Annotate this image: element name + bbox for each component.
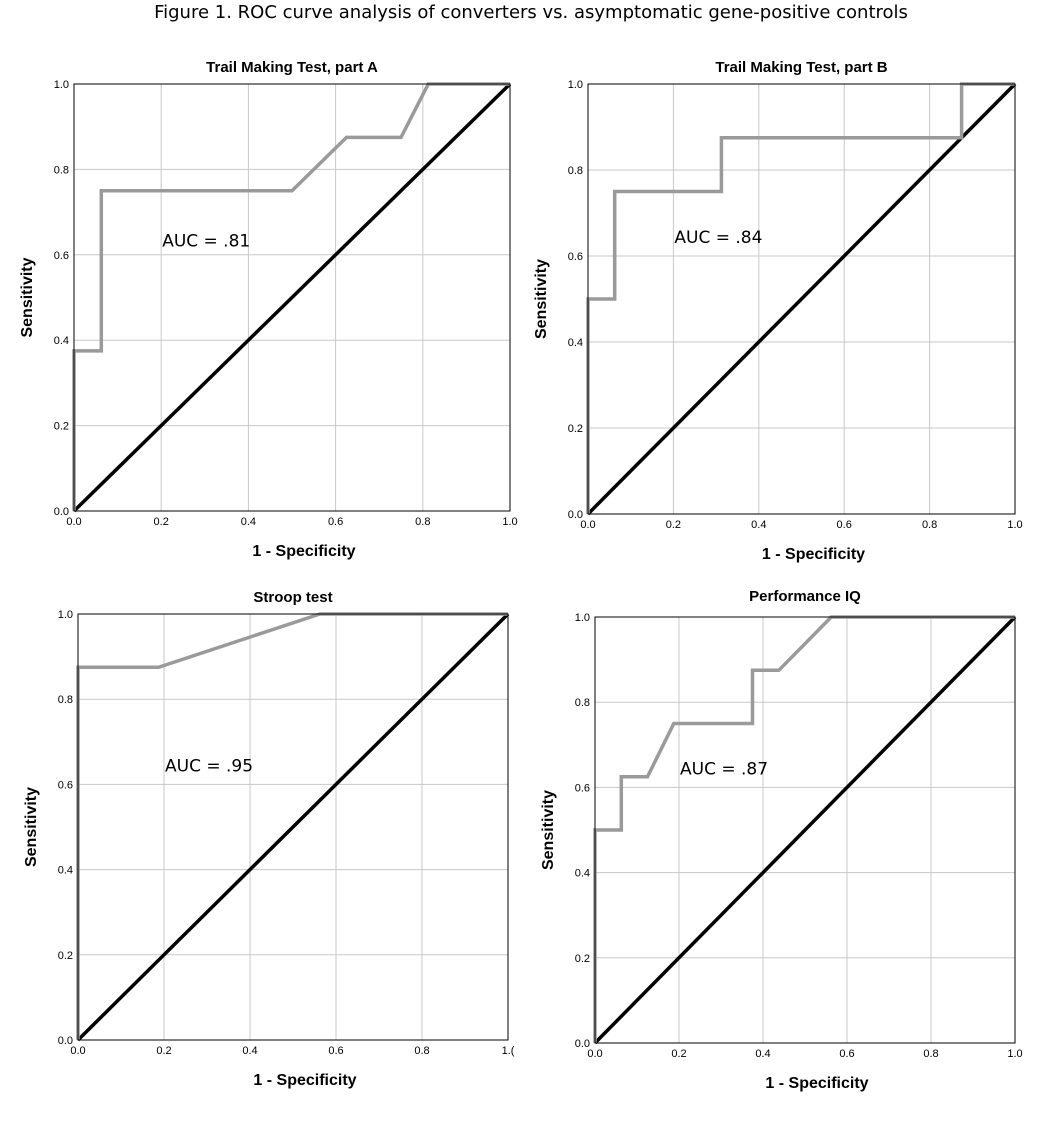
x-tick-label: 0.4 — [242, 1045, 257, 1057]
y-tick-label: 0.0 — [575, 1038, 590, 1050]
y-tick-label: 0.2 — [575, 953, 590, 965]
auc-annotation: AUC = .87 — [680, 760, 768, 780]
x-axis-label: 1 - Specificity — [252, 543, 355, 560]
x-tick-label: 0.6 — [837, 519, 852, 531]
y-axis-label: Sensitivity — [533, 259, 550, 339]
plot-frame — [594, 616, 1016, 1044]
roc-panel-tmt-b: Trail Making Test, part B 0.0 0.2 0.4 0.6 0.8… — [520, 52, 1050, 612]
auc-annotation: AUC = .84 — [674, 228, 762, 248]
plot-frame — [73, 83, 511, 512]
x-tick-label: 0.4 — [751, 519, 766, 531]
x-tick-label: 0.8 — [414, 1045, 429, 1057]
x-axis-label: 1 - Specificity — [762, 546, 865, 563]
x-tick-label: 1.0 — [1007, 519, 1022, 531]
x-axis-label: 1 - Specificity — [253, 1072, 356, 1089]
x-tick-label: 0.6 — [328, 1045, 343, 1057]
y-tick-label: 0.8 — [568, 165, 583, 177]
y-tick-label: 0.8 — [54, 164, 69, 176]
roc-curve — [593, 615, 1015, 1043]
x-tick-label: 0.8 — [923, 1048, 938, 1060]
chart-title: Performance IQ — [749, 588, 861, 605]
reference-line — [586, 82, 1017, 516]
reference-line — [593, 615, 1017, 1045]
roc-chart-tmt-a: Trail Making Test, part A 0.0 0.2 0.4 0.6 0.8… — [19, 59, 518, 560]
y-tick-label: 0.4 — [58, 865, 73, 877]
roc-curve — [586, 82, 1015, 514]
x-tick-label: 1.0 — [502, 516, 517, 528]
y-tick-label: 0.2 — [568, 423, 583, 435]
x-tick-label: 0.2 — [671, 1048, 686, 1060]
y-tick-label: 1.0 — [58, 609, 73, 621]
x-tick-label: 0.6 — [328, 516, 343, 528]
plot-frame — [77, 613, 509, 1041]
x-tick-label: 0.2 — [156, 1045, 171, 1057]
y-tick-label: 0.2 — [58, 950, 73, 962]
y-tick-label: 0.2 — [54, 421, 69, 433]
x-tick-label: 0.0 — [66, 516, 81, 528]
y-tick-label: 0.8 — [58, 694, 73, 706]
roc-chart-tmt-b: Trail Making Test, part B 0.0 0.2 0.4 0.6 0.8… — [533, 59, 1023, 563]
y-tick-label: 0.6 — [568, 251, 583, 263]
figure-title: Figure 1. ROC curve analysis of converte… — [154, 2, 908, 23]
y-tick-label: 0.6 — [575, 782, 590, 794]
y-tick-label: 1.0 — [54, 79, 69, 91]
reference-line — [72, 82, 512, 513]
x-tick-label: 0.4 — [755, 1048, 770, 1060]
x-tick-label: 0.0 — [70, 1045, 85, 1057]
y-tick-label: 1.0 — [568, 79, 583, 91]
x-tick-label: 1.0 — [1007, 1048, 1022, 1060]
roc-panel-piq: Performance IQ 0.0 0.2 0.4 0.6 0.8 1.0 0.0 0.2 0.… — [520, 585, 1050, 1145]
y-axis-label: Sensitivity — [23, 787, 40, 867]
y-tick-label: 0.4 — [575, 868, 590, 880]
y-axis-label: Sensitivity — [19, 257, 36, 337]
auc-annotation: AUC = .95 — [165, 757, 253, 777]
x-tick-label: 0.8 — [415, 516, 430, 528]
auc-annotation: AUC = .81 — [162, 231, 250, 251]
chart-title: Stroop test — [253, 589, 332, 606]
x-axis-label: 1 - Specificity — [765, 1075, 868, 1092]
y-tick-label: 0.4 — [54, 335, 69, 347]
y-tick-label: 1.0 — [575, 612, 590, 624]
x-tick-label: 0.2 — [154, 516, 169, 528]
reference-line — [76, 612, 510, 1042]
y-tick-label: 0.6 — [58, 779, 73, 791]
roc-panel-tmt-a: Trail Making Test, part A 0.0 0.2 0.4 0.6 0.8… — [0, 52, 530, 612]
roc-panel-stroop: Stroop test 0.0 0.2 0.4 0.6 0.8 1.( 0.0 0.2 0.4 0.… — [0, 582, 530, 1142]
x-tick-label: 0.6 — [839, 1048, 854, 1060]
y-axis-label: Sensitivity — [540, 790, 557, 870]
x-tick-label: 1.( — [502, 1045, 515, 1057]
x-tick-label: 0.0 — [580, 519, 595, 531]
roc-curve — [72, 82, 510, 511]
x-tick-label: 0.8 — [922, 519, 937, 531]
x-tick-label: 0.2 — [666, 519, 681, 531]
y-tick-label: 0.6 — [54, 250, 69, 262]
roc-chart-piq: Performance IQ 0.0 0.2 0.4 0.6 0.8 1.0 0.0 0.2 0.… — [540, 588, 1023, 1092]
y-tick-label: 0.0 — [568, 509, 583, 521]
roc-chart-stroop: Stroop test 0.0 0.2 0.4 0.6 0.8 1.( 0.0 0.2 0.4 0.… — [23, 589, 515, 1089]
x-tick-label: 0.0 — [587, 1048, 602, 1060]
chart-title: Trail Making Test, part B — [715, 59, 887, 76]
y-tick-label: 0.0 — [58, 1035, 73, 1047]
x-tick-label: 0.4 — [241, 516, 256, 528]
plot-frame — [587, 83, 1016, 515]
y-tick-label: 0.4 — [568, 337, 583, 349]
chart-title: Trail Making Test, part A — [206, 59, 378, 76]
y-tick-label: 0.8 — [575, 697, 590, 709]
y-tick-label: 0.0 — [54, 506, 69, 518]
